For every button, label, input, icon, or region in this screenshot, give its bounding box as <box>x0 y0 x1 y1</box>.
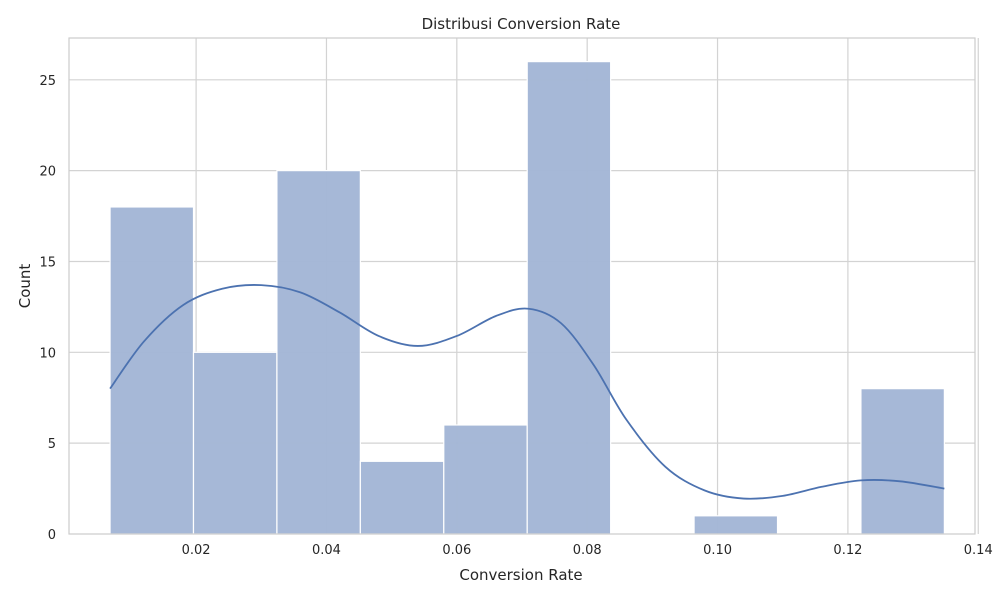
x-axis-label: Conversion Rate <box>459 566 582 584</box>
histogram-bar-9 <box>860 388 945 535</box>
histogram-bar-1 <box>192 351 278 535</box>
x-tick-label: 0.06 <box>442 543 471 558</box>
x-tick-label: 0.02 <box>182 543 211 558</box>
y-axis-label: Count <box>16 264 34 309</box>
plot-frame <box>68 37 976 535</box>
x-tick-label: 0.08 <box>573 543 602 558</box>
x-tick-label: 0.04 <box>312 543 341 558</box>
y-tick-labels: 0 5 10 15 20 25 <box>39 74 56 543</box>
y-tick-label: 5 <box>48 437 56 452</box>
y-tick-label: 25 <box>39 74 56 89</box>
y-tick-label: 10 <box>39 346 56 361</box>
histogram-bars <box>109 61 945 535</box>
y-tick-label: 0 <box>48 528 56 543</box>
x-tick-label: 0.12 <box>833 543 862 558</box>
kde-curve <box>109 284 945 500</box>
kde-curve-layer <box>109 284 945 500</box>
histogram-bar-2 <box>276 170 361 535</box>
y-tick-label: 20 <box>39 165 56 180</box>
y-tick-label: 15 <box>39 255 56 270</box>
x-tick-label: 0.14 <box>964 543 993 558</box>
histogram-bar-0 <box>109 206 195 535</box>
histogram-bar-5 <box>526 61 612 535</box>
grid-lines <box>69 38 979 534</box>
histogram-bar-3 <box>359 460 445 535</box>
histogram-bar-4 <box>443 424 528 535</box>
chart-title: Distribusi Conversion Rate <box>422 15 621 33</box>
histogram-bar-7 <box>693 515 779 535</box>
x-tick-label: 0.10 <box>703 543 732 558</box>
x-tick-labels: 0.02 0.04 0.06 0.08 0.10 0.12 0.14 <box>182 543 993 558</box>
